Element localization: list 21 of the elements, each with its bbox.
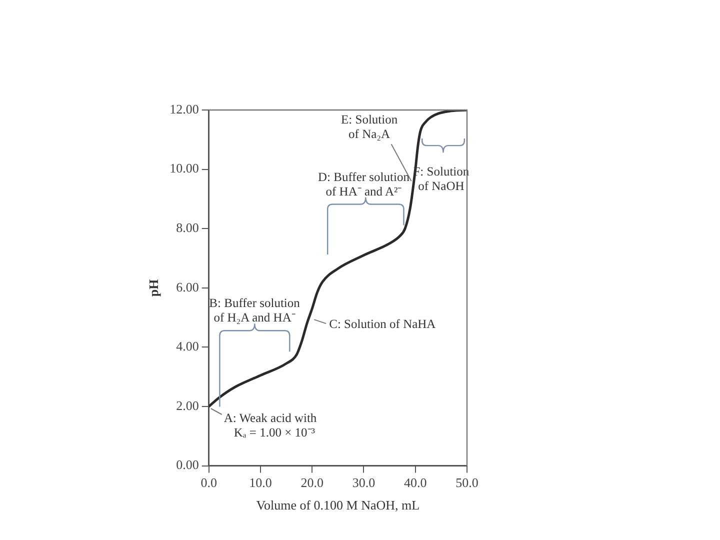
x-tick-label: 50.0 xyxy=(456,475,478,490)
y-axis-title: pH xyxy=(146,279,162,297)
annotation: E: Solution of Na₂A xyxy=(341,112,398,141)
annotation: C: Solution of NaHA xyxy=(329,316,436,331)
y-tick-label: 12.00 xyxy=(170,101,199,116)
y-tick-label: 8.00 xyxy=(176,220,199,236)
x-tick-label: 20.0 xyxy=(300,475,324,490)
y-tick-label: 4.00 xyxy=(176,338,199,354)
x-tick-label: 40.0 xyxy=(404,475,427,490)
x-axis-title: Volume of 0.100 M NaOH, mL xyxy=(256,498,420,513)
annotation: D: Buffer solution of HA⁻ and A²⁻ xyxy=(318,170,410,198)
y-tick-label: 2.00 xyxy=(176,398,199,413)
y-tick-label: 6.00 xyxy=(176,279,199,294)
y-tick-label: 0.00 xyxy=(176,457,199,472)
x-tick-label: 10.0 xyxy=(249,475,272,490)
line-series xyxy=(208,110,467,408)
y-tick-label: 10.00 xyxy=(170,160,199,176)
annotation: A: Weak acid with Kₐ = 1.00 × 10⁻³ xyxy=(224,410,318,440)
x-tick-label: 30.0 xyxy=(352,475,376,490)
annotation: B: Buffer solution of H₂A and HA⁻ xyxy=(209,296,301,325)
x-tick-label: 0.0 xyxy=(200,475,217,490)
